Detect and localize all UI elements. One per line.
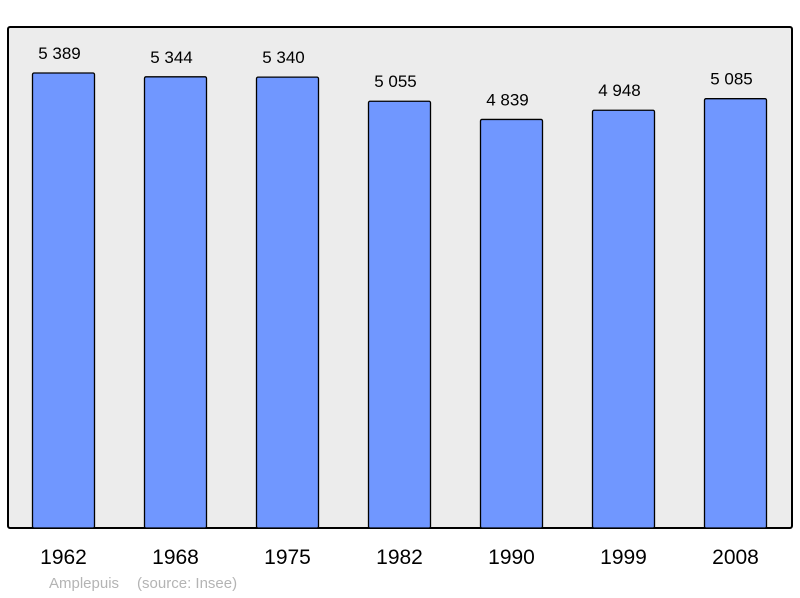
bar-1982 (367, 100, 432, 529)
bar-1975 (255, 76, 320, 529)
bar-2008 (703, 98, 768, 529)
data-label-1999: 4 948 (598, 81, 641, 100)
caption-place: Amplepuis (49, 575, 120, 592)
x-tick-label-1990: 1990 (488, 546, 535, 569)
data-label-1968: 5 344 (150, 48, 193, 67)
bar-1968 (143, 76, 208, 529)
data-label-1982: 5 055 (374, 72, 417, 91)
chart-caption: Amplepuis (source: Insee) (49, 575, 255, 592)
data-label-1990: 4 839 (486, 90, 529, 109)
x-tick-label-2008: 2008 (712, 546, 759, 569)
data-label-1962: 5 389 (38, 44, 81, 63)
caption-source: (source: Insee) (137, 575, 238, 592)
data-label-1975: 5 340 (262, 48, 305, 67)
bar-1990 (479, 118, 544, 529)
x-tick-label-1982: 1982 (376, 546, 423, 569)
x-tick-label-1968: 1968 (152, 546, 199, 569)
x-tick-label-1999: 1999 (600, 546, 647, 569)
bar-1999 (591, 109, 656, 529)
bar-1962 (31, 72, 96, 529)
data-label-2008: 5 085 (710, 70, 753, 89)
x-tick-label-1962: 1962 (40, 546, 87, 569)
x-tick-label-1975: 1975 (264, 546, 311, 569)
